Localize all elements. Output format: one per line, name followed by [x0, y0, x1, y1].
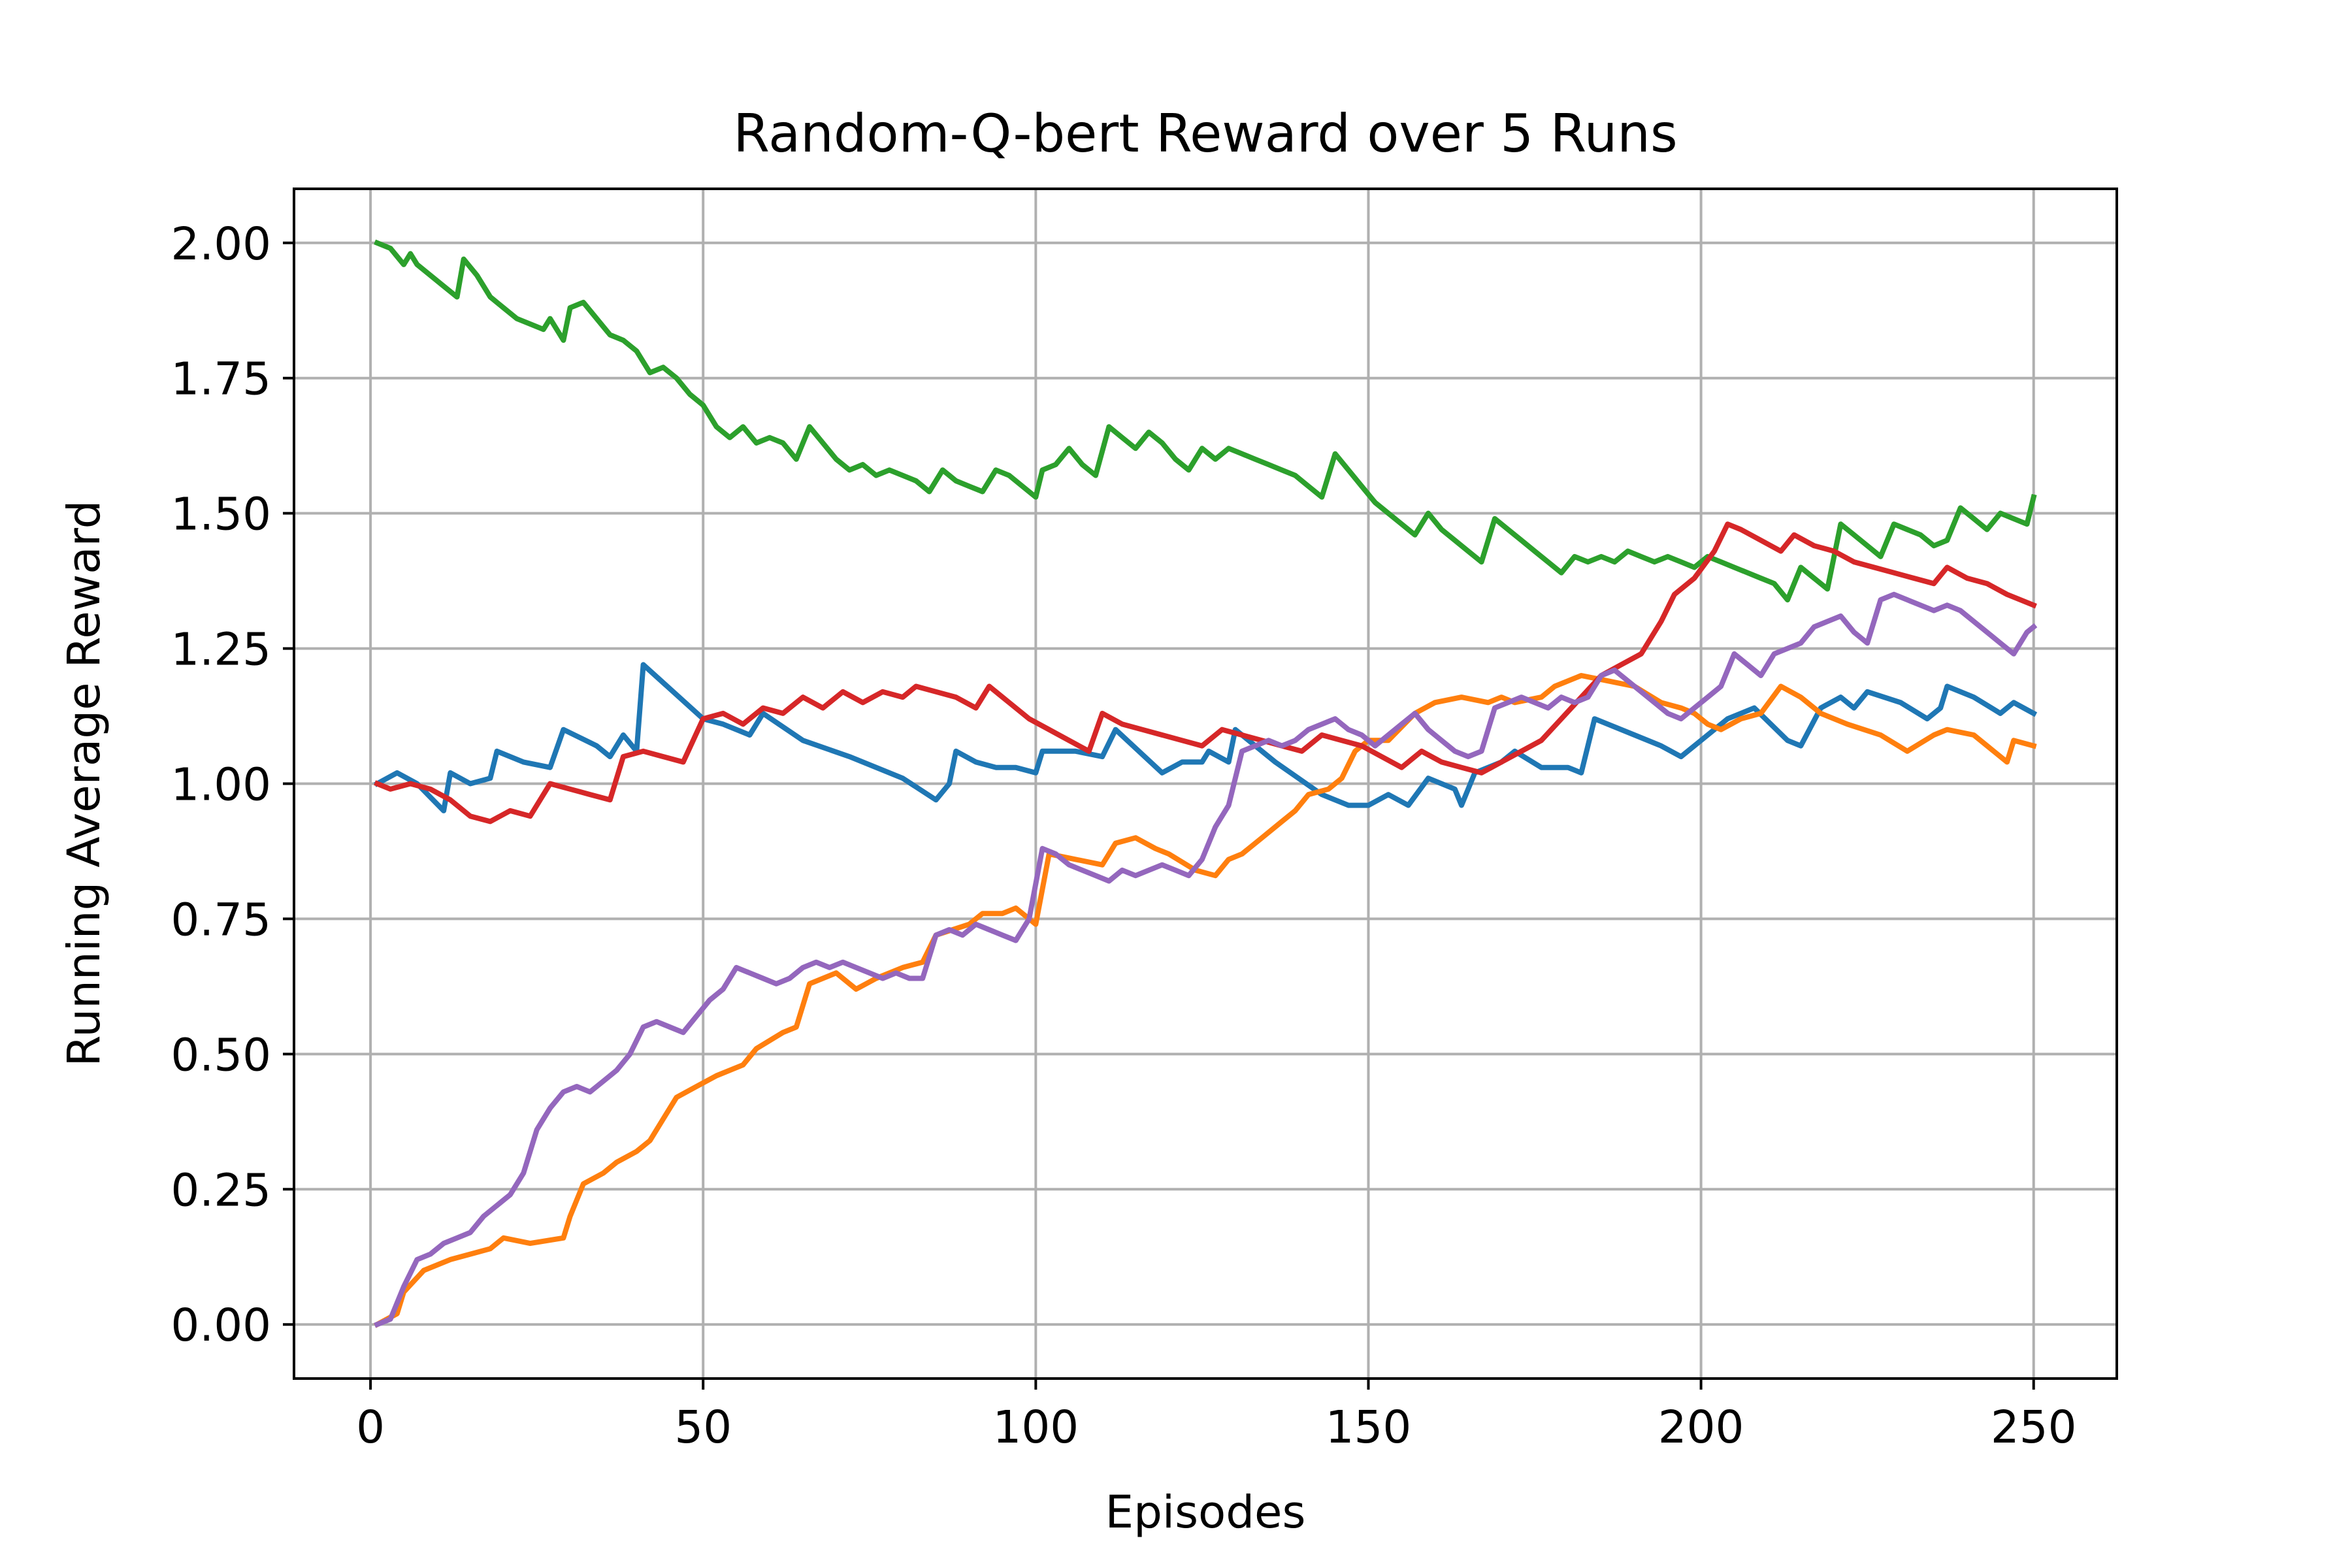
y-tick-label: 0.75: [171, 894, 271, 946]
chart-title: Random-Q-bert Reward over 5 Runs: [733, 103, 1677, 164]
x-tick-label: 50: [674, 1401, 732, 1454]
x-axis-label: Episodes: [1105, 1486, 1306, 1539]
y-tick-label: 1.00: [171, 759, 271, 811]
y-tick-label: 0.50: [171, 1029, 271, 1081]
y-tick-label: 0.25: [171, 1164, 271, 1217]
x-tick-label: 100: [992, 1401, 1079, 1454]
x-tick-label: 150: [1326, 1401, 1412, 1454]
grid: [294, 189, 2117, 1379]
y-tick-label: 0.00: [171, 1299, 271, 1352]
y-tick-label: 1.50: [171, 489, 271, 541]
series-line-1: [373, 662, 2038, 813]
x-axis-ticks: 0 50 100 150 200 250: [356, 1379, 2077, 1454]
series-line-4: [374, 521, 2037, 825]
series-line-3: [374, 239, 2037, 603]
x-tick-label: 250: [1991, 1401, 2077, 1454]
y-axis-label: Running Average Reward: [58, 500, 110, 1067]
y-tick-label: 1.75: [171, 353, 271, 406]
x-tick-label: 0: [356, 1401, 385, 1454]
y-axis-ticks: 0.00 0.25 0.50 0.75 1.00 1.25 1.50 1.75 2.00: [171, 218, 294, 1352]
x-tick-label: 200: [1658, 1401, 1744, 1454]
series-line-5: [374, 591, 2038, 1328]
y-tick-label: 1.25: [171, 624, 271, 676]
y-tick-label: 2.00: [171, 218, 271, 270]
series-group: [373, 239, 2038, 1328]
